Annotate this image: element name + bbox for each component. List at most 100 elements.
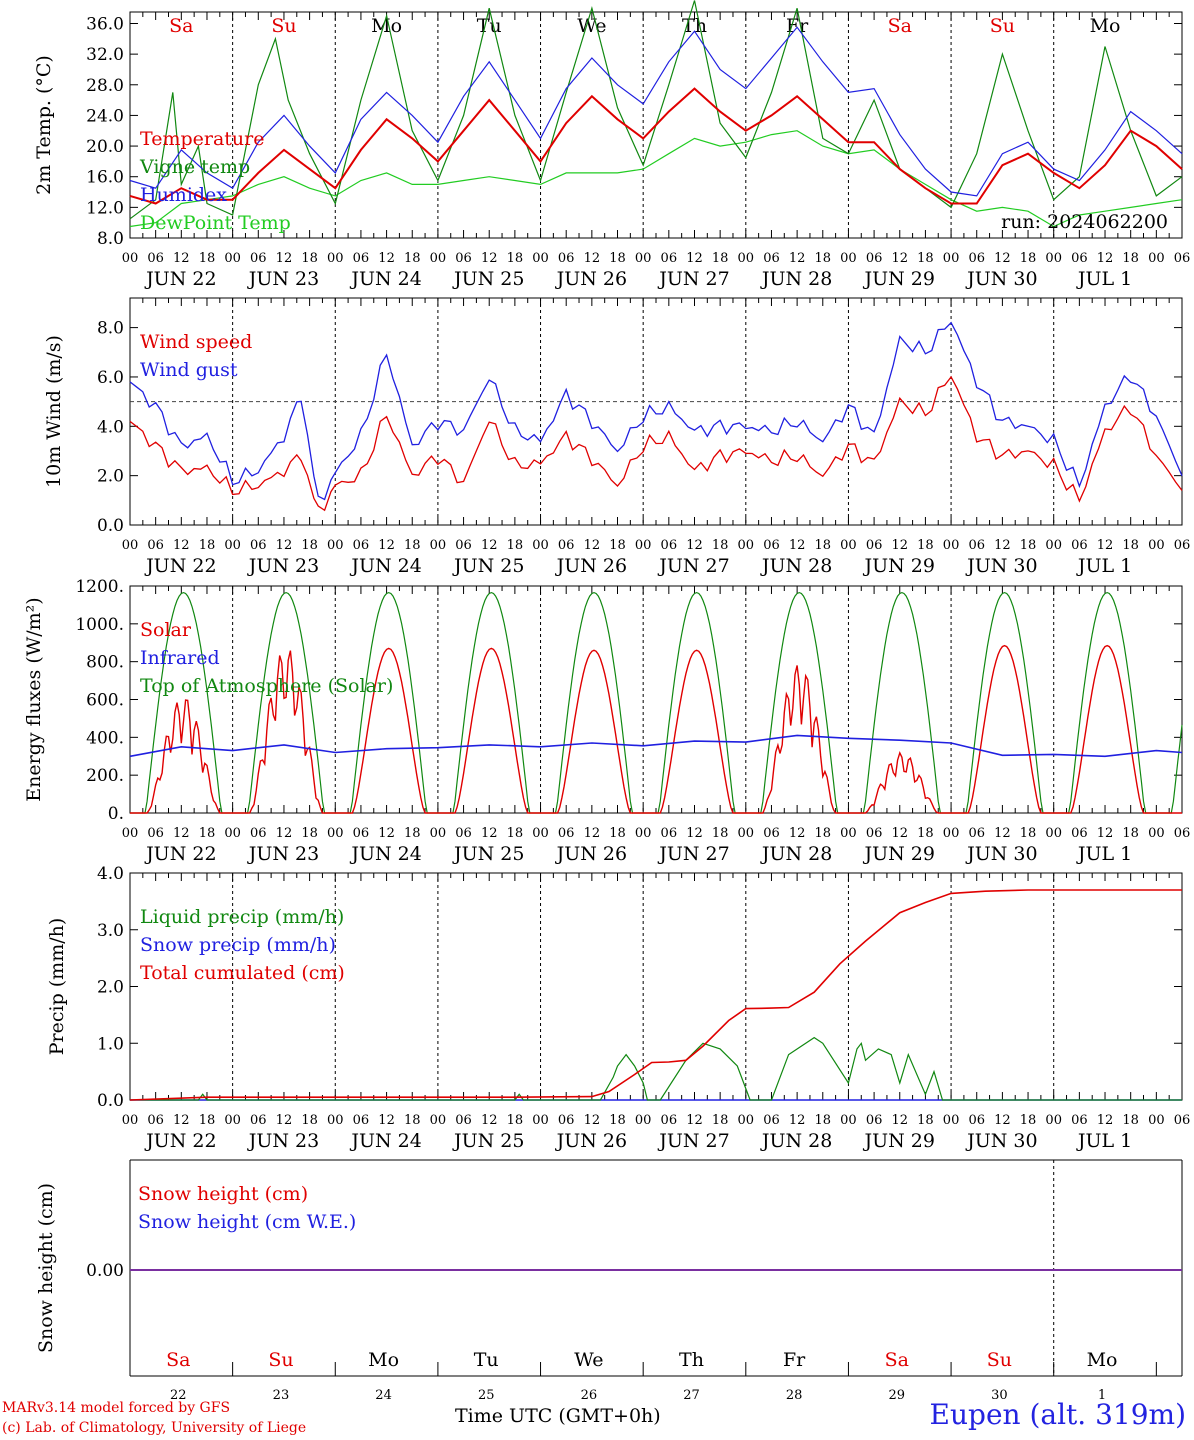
hour-tick-label: 18 [815,251,832,266]
date-label: JUN 30 [965,555,1037,577]
hour-tick-label: 00 [327,251,344,266]
y-tick-label: 200. [86,766,124,786]
time-axis-label: Time UTC (GMT+0h) [455,1405,661,1427]
hour-tick-label: 00 [635,251,652,266]
hour-tick-label: 18 [815,826,832,841]
panel-frame-1 [129,297,1183,526]
hour-tick-label: 00 [943,826,960,841]
y-axis-title: 2m Temp. (°C) [33,55,55,195]
hour-tick-label: 00 [1045,1113,1062,1128]
date-label: JUL 1 [1076,268,1132,290]
hour-tick-label: 00 [1148,538,1165,553]
hour-tick-label: 00 [738,251,755,266]
hour-tick-label: 18 [1020,1113,1037,1128]
hour-tick-label: 06 [968,1113,985,1128]
hour-tick-label: 06 [1174,251,1191,266]
hour-tick-label: 18 [1122,1113,1139,1128]
hour-tick-label: 00 [532,1113,549,1128]
date-label: JUN 26 [555,1130,627,1152]
date-label: JUN 28 [760,268,832,290]
weekday-label: Sa [166,1349,190,1371]
hour-tick-label: 18 [712,826,729,841]
hour-tick-label: 12 [584,826,601,841]
hour-tick-label: 18 [507,1113,524,1128]
day-number-label: 23 [273,1388,290,1403]
hour-tick-label: 18 [301,538,318,553]
hour-tick-label: 00 [840,1113,857,1128]
hour-tick-label: 12 [276,538,293,553]
date-label: JUN 28 [760,555,832,577]
weekday-label: Su [990,15,1015,37]
date-label: JUN 29 [863,1130,935,1152]
hour-tick-label: 06 [353,826,370,841]
hour-tick-label: 00 [635,826,652,841]
hour-tick-label: 06 [866,826,883,841]
hour-tick-label: 00 [532,538,549,553]
hour-tick-label: 12 [789,251,806,266]
hour-tick-label: 06 [866,1113,883,1128]
day-number-label: 28 [786,1388,803,1403]
legend-entry: Wind speed [140,331,252,353]
hour-tick-label: 18 [815,538,832,553]
date-label: JUN 23 [247,843,319,865]
y-tick-label: 32.0 [86,45,124,65]
hour-tick-label: 00 [738,826,755,841]
y-axis-title: Energy fluxes (W/m²) [23,597,45,801]
hour-tick-label: 06 [1071,538,1088,553]
date-label: JUN 30 [965,268,1037,290]
legend-entry: Snow height (cm W.E.) [138,1211,356,1233]
hour-tick-label: 18 [199,251,216,266]
hour-tick-label: 12 [1097,1113,1114,1128]
infrared-line [129,734,1183,758]
hour-tick-label: 18 [1122,251,1139,266]
hour-tick-label: 06 [661,538,678,553]
hour-tick-label: 18 [507,251,524,266]
hour-tick-label: 06 [147,538,164,553]
date-label: JUN 25 [452,268,524,290]
hour-tick-label: 06 [661,251,678,266]
y-tick-label: 16.0 [86,168,124,188]
model-credit: MARv3.14 model forced by GFS [2,1400,231,1416]
weekday-label: Mo [1090,15,1121,37]
date-label: JUN 23 [247,268,319,290]
hour-tick-label: 06 [353,1113,370,1128]
hour-tick-label: 06 [1071,251,1088,266]
hour-tick-label: 12 [994,826,1011,841]
date-label: JUN 25 [452,555,524,577]
hour-tick-label: 00 [430,1113,447,1128]
y-axis-title: Precip (mm/h) [46,918,68,1056]
hour-tick-label: 00 [943,251,960,266]
hour-tick-label: 18 [404,1113,421,1128]
hour-tick-label: 18 [301,251,318,266]
date-label: JUN 27 [657,555,729,577]
hour-tick-label: 06 [763,826,780,841]
toa-solar-line [130,591,1183,814]
hour-tick-label: 00 [1045,251,1062,266]
hour-tick-label: 18 [507,538,524,553]
date-label: JUN 24 [349,268,421,290]
y-tick-label: 0.0 [97,1091,124,1111]
hour-tick-label: 00 [327,538,344,553]
wind-series-line [129,375,1183,512]
hour-tick-label: 00 [224,1113,241,1128]
hour-tick-label: 12 [584,538,601,553]
hour-tick-label: 18 [404,538,421,553]
hour-tick-label: 18 [609,826,626,841]
run-label: run: 2024062200 [1001,211,1168,233]
solar-line [130,644,1182,814]
hour-tick-label: 18 [609,251,626,266]
hour-tick-label: 00 [122,251,139,266]
y-tick-label: 2.0 [97,467,124,487]
lab-credit: (c) Lab. of Climatology, University of L… [2,1420,307,1436]
hour-tick-label: 12 [378,826,395,841]
temp-series-line [129,26,1183,197]
hour-tick-label: 06 [968,538,985,553]
total-cumulated-line [129,889,1182,1101]
hour-tick-label: 00 [430,538,447,553]
hour-tick-label: 12 [584,1113,601,1128]
y-tick-label: 20.0 [86,137,124,157]
hour-tick-label: 06 [353,251,370,266]
date-label: JUN 23 [247,1130,319,1152]
hour-tick-label: 06 [250,251,267,266]
hour-tick-label: 00 [122,826,139,841]
